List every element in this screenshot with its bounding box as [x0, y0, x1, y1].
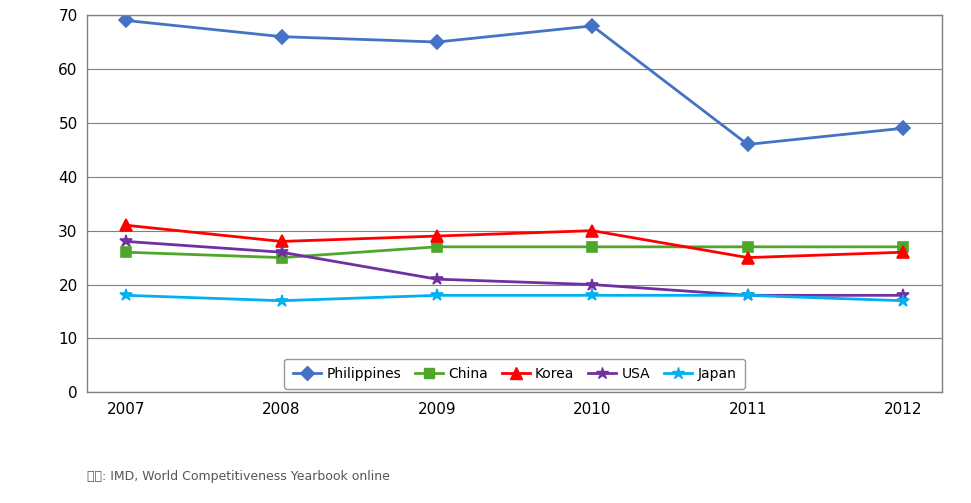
USA	[276, 249, 287, 255]
China	[897, 244, 909, 250]
Korea	[276, 238, 287, 244]
Japan	[120, 292, 132, 298]
Korea	[586, 228, 598, 234]
Line: Japan: Japan	[120, 289, 909, 307]
China	[586, 244, 598, 250]
Korea	[897, 249, 909, 255]
Line: Philippines: Philippines	[121, 16, 908, 149]
Korea	[742, 255, 753, 261]
Japan	[586, 292, 598, 298]
USA	[431, 276, 443, 282]
USA	[120, 238, 132, 244]
China	[742, 244, 753, 250]
USA	[742, 292, 753, 298]
Philippines	[276, 34, 287, 40]
China	[276, 255, 287, 261]
Philippines	[431, 39, 443, 45]
USA	[897, 292, 909, 298]
China	[431, 244, 443, 250]
Korea	[120, 222, 132, 228]
Line: Korea: Korea	[120, 220, 909, 263]
Text: 출처: IMD, World Competitiveness Yearbook online: 출처: IMD, World Competitiveness Yearbook …	[87, 470, 390, 483]
Legend: Philippines, China, Korea, USA, Japan: Philippines, China, Korea, USA, Japan	[285, 359, 745, 389]
Philippines	[897, 125, 909, 131]
Japan	[742, 292, 753, 298]
China	[120, 249, 132, 255]
Japan	[431, 292, 443, 298]
Korea	[431, 233, 443, 239]
USA	[586, 282, 598, 288]
Japan	[276, 298, 287, 304]
Line: China: China	[121, 242, 908, 263]
Japan	[897, 298, 909, 304]
Line: USA: USA	[120, 235, 909, 302]
Philippines	[742, 141, 753, 147]
Philippines	[120, 18, 132, 24]
Philippines	[586, 23, 598, 29]
